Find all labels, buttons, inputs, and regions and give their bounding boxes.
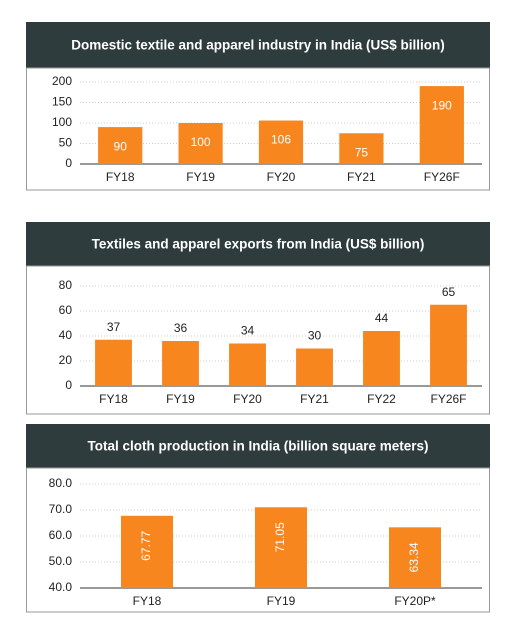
- y-tick-label: 80: [59, 278, 73, 292]
- bar: [98, 127, 143, 164]
- value-label: 71.05: [273, 522, 287, 552]
- bar: [258, 120, 304, 164]
- x-tick-label: FY19: [166, 392, 195, 406]
- bar: [389, 527, 441, 588]
- x-tick-label: FY18: [133, 594, 162, 608]
- bar: [178, 123, 223, 164]
- value-label: 90: [114, 139, 128, 153]
- y-tick-label: 20: [59, 353, 73, 367]
- x-tick-label: FY18: [106, 170, 135, 184]
- panel-header: [26, 22, 490, 68]
- y-tick-label: 0: [65, 378, 72, 392]
- value-label: 34: [241, 324, 255, 338]
- x-tick-label: FY19: [267, 594, 296, 608]
- chart-title: Domestic textile and apparel industry in…: [71, 38, 445, 53]
- y-tick-label: 60: [59, 303, 73, 317]
- bar: [255, 507, 307, 588]
- x-tick-label: FY21: [300, 392, 329, 406]
- bar: [430, 304, 467, 386]
- value-label: 30: [308, 329, 322, 343]
- bar: [296, 348, 333, 386]
- bar: [162, 341, 199, 386]
- value-label: 65: [442, 285, 456, 299]
- y-tick-label: 50: [59, 136, 73, 150]
- panel-box: [26, 67, 490, 191]
- x-tick-label: FY18: [99, 392, 128, 406]
- bar: [95, 339, 132, 386]
- panel-header: [26, 222, 490, 266]
- x-tick-label: FY20: [267, 170, 296, 184]
- y-tick-label: 70.0: [49, 502, 73, 516]
- bar: [229, 343, 266, 386]
- y-tick-label: 80.0: [49, 476, 73, 490]
- value-label: 100: [191, 135, 211, 149]
- value-label: 37: [107, 320, 121, 334]
- bar: [419, 86, 464, 164]
- x-tick-label: FY20: [233, 392, 262, 406]
- x-tick-label: FY26F: [424, 170, 460, 184]
- y-tick-label: 150: [52, 95, 72, 109]
- bar: [363, 331, 400, 386]
- value-label: 75: [355, 145, 369, 159]
- y-tick-label: 50.0: [49, 554, 73, 568]
- bar: [339, 133, 384, 164]
- value-label: 67.77: [139, 530, 153, 560]
- panel-header: [26, 424, 490, 468]
- x-tick-label: FY22: [367, 392, 396, 406]
- bar: [121, 515, 173, 588]
- chart-title: Textiles and apparel exports from India …: [92, 237, 425, 252]
- value-label: 106: [271, 133, 291, 147]
- panel-box: [26, 467, 490, 613]
- x-tick-label: FY21: [347, 170, 376, 184]
- value-label: 44: [375, 311, 389, 325]
- value-label: 63.34: [407, 542, 421, 572]
- panel-box: [26, 265, 490, 415]
- x-tick-label: FY20P*: [394, 594, 436, 608]
- value-label: 36: [174, 321, 188, 335]
- y-tick-label: 200: [52, 74, 72, 88]
- y-tick-label: 60.0: [49, 528, 73, 542]
- x-tick-label: FY26F: [430, 392, 466, 406]
- y-tick-label: 40: [59, 328, 73, 342]
- y-tick-label: 40.0: [49, 580, 73, 594]
- chart-title: Total cloth production in India (billion…: [87, 439, 428, 454]
- x-tick-label: FY19: [186, 170, 215, 184]
- y-tick-label: 100: [52, 115, 72, 129]
- value-label: 190: [432, 98, 452, 112]
- y-tick-label: 0: [65, 156, 72, 170]
